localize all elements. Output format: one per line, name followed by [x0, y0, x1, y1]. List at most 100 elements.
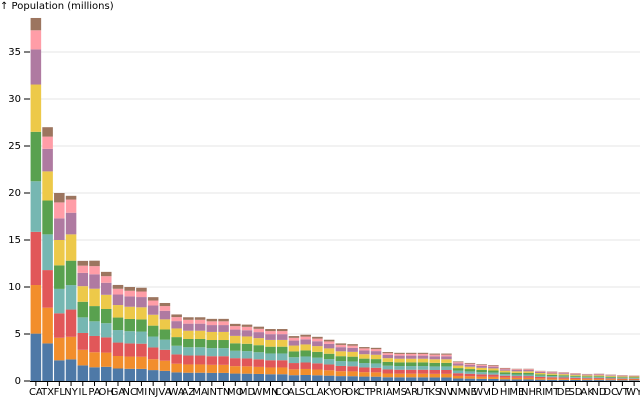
- bar-segment: [523, 376, 534, 378]
- bar-segment: [148, 370, 159, 381]
- bar-segment: [512, 378, 523, 380]
- bar-segment: [594, 376, 605, 377]
- bar-segment: [312, 337, 323, 339]
- bar-segment: [218, 373, 229, 381]
- bar-segment: [242, 344, 253, 351]
- bar-segment: [31, 30, 42, 49]
- bar-segment: [218, 340, 229, 348]
- bar-segment: [383, 366, 394, 370]
- bar-segment: [594, 375, 605, 376]
- bar-segment: [359, 372, 370, 376]
- bar-segment: [336, 345, 347, 347]
- bar-segment: [253, 352, 264, 359]
- bar-segment: [383, 353, 394, 355]
- bar-segment: [324, 359, 335, 364]
- bar-segment: [66, 200, 77, 213]
- bar-segment: [78, 317, 89, 333]
- bar-segment: [218, 332, 229, 340]
- bar-segment: [371, 355, 382, 359]
- x-tick-label: ID: [488, 387, 499, 398]
- bar-segment: [383, 369, 394, 373]
- bar-segment: [78, 350, 89, 366]
- y-tick-label: 35: [8, 47, 21, 58]
- bar-segment: [230, 330, 241, 336]
- bar-segment: [148, 297, 159, 300]
- bar-segment: [465, 363, 476, 364]
- bar-segment: [500, 374, 511, 376]
- bar-segment: [453, 373, 464, 376]
- bar-segment: [465, 376, 476, 378]
- bar-segment: [242, 327, 253, 330]
- bar-segment: [207, 365, 218, 373]
- x-tick-label: TX: [40, 387, 54, 398]
- bar-segment: [101, 283, 112, 295]
- bar-segment: [476, 368, 487, 370]
- bar-segment: [394, 354, 405, 356]
- bar-segment: [136, 332, 147, 344]
- bar-segment: [605, 380, 616, 381]
- bar-segment: [558, 373, 569, 374]
- bar-segment: [465, 379, 476, 381]
- x-tick-label: PR: [370, 387, 383, 398]
- bar-segment: [312, 352, 323, 358]
- bar-segment: [312, 363, 323, 369]
- bar-segment: [429, 356, 440, 359]
- bar-segment: [265, 360, 276, 367]
- bar-segment: [89, 306, 100, 321]
- bar-segment: [512, 369, 523, 370]
- bar-segment: [570, 378, 581, 379]
- bar-segment: [371, 351, 382, 355]
- bar-segment: [359, 367, 370, 372]
- bar-segment: [277, 331, 288, 334]
- bar-segment: [124, 319, 135, 331]
- bar-segment: [371, 372, 382, 376]
- bar-segment: [101, 272, 112, 276]
- bar-segment: [289, 357, 300, 363]
- bar-segment: [31, 232, 42, 285]
- bar-segment: [605, 375, 616, 376]
- bar-segment: [78, 273, 89, 286]
- bar-segment: [594, 380, 605, 381]
- bar-segment: [54, 193, 65, 202]
- bar-segment: [383, 362, 394, 366]
- bar-segment: [253, 367, 264, 374]
- bar-segment: [324, 344, 335, 349]
- x-tick-label: IL: [79, 387, 88, 398]
- bar-segment: [394, 359, 405, 363]
- bar-segment: [42, 270, 53, 308]
- bar-segment: [429, 354, 440, 355]
- bar-segment: [429, 363, 440, 367]
- bar-segment: [465, 364, 476, 365]
- bar-segment: [183, 373, 194, 381]
- bar-segment: [558, 379, 569, 380]
- bar-segment: [476, 365, 487, 366]
- bar-segment: [195, 347, 206, 355]
- bar-segment: [441, 370, 452, 374]
- bar-segment: [230, 366, 241, 373]
- y-tick-label: 25: [8, 141, 21, 152]
- bar-segment: [171, 317, 182, 321]
- bar-segment: [617, 378, 628, 379]
- bar-segment: [136, 288, 147, 292]
- bar-segment: [78, 286, 89, 302]
- x-tick-label: WY: [626, 387, 640, 398]
- bar-segment: [136, 292, 147, 298]
- bar-segment: [136, 369, 147, 381]
- bar-segment: [547, 373, 558, 374]
- bar-segment: [383, 373, 394, 377]
- bar-segment: [347, 352, 358, 357]
- bar-segment: [113, 368, 124, 381]
- bar-segment: [66, 213, 77, 235]
- bar-segment: [312, 358, 323, 364]
- bar-segment: [113, 330, 124, 343]
- bar-segment: [230, 374, 241, 381]
- bar-segment: [441, 377, 452, 381]
- bar-segment: [465, 367, 476, 369]
- bar-segment: [300, 356, 311, 362]
- bar-segment: [160, 311, 171, 320]
- bar-segment: [359, 348, 370, 350]
- bar-segment: [136, 357, 147, 369]
- bar-segment: [300, 335, 311, 337]
- bar-segment: [418, 354, 429, 356]
- bar-segment: [324, 348, 335, 353]
